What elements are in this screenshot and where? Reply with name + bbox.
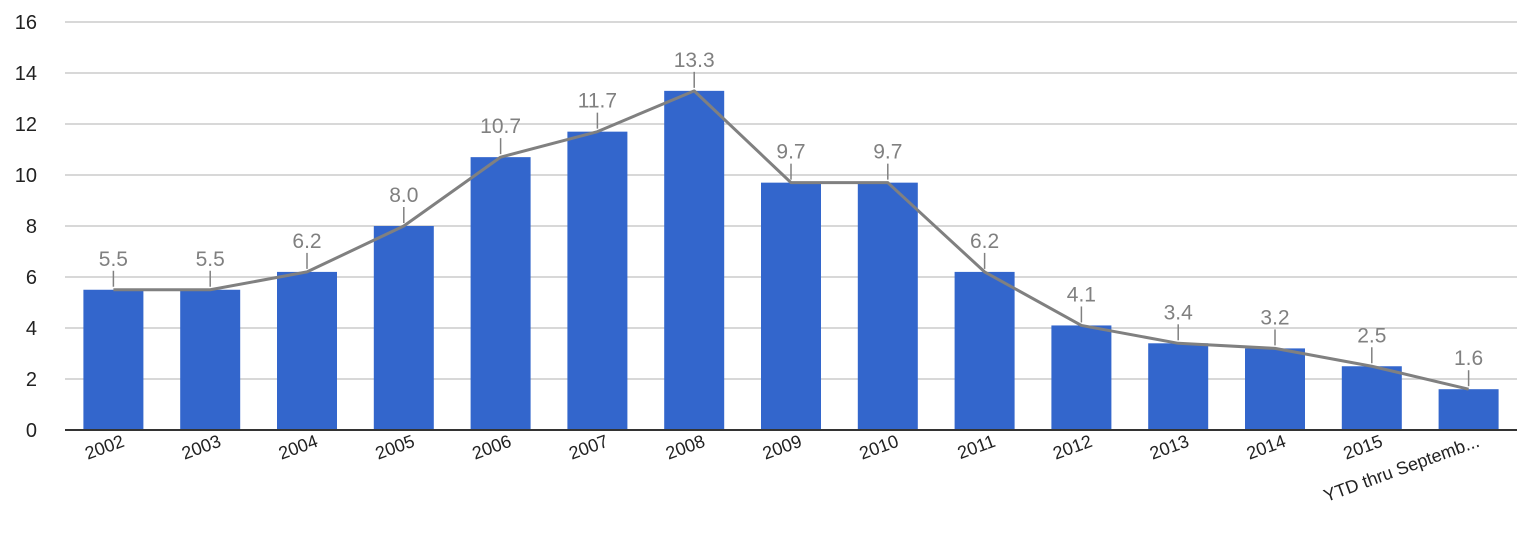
data-label: 6.2	[292, 230, 321, 253]
y-tick-label: 10	[15, 165, 37, 187]
x-tick-label: 2006	[469, 431, 513, 463]
x-tick-label: 2012	[1050, 431, 1094, 463]
x-tick-label: 2004	[276, 431, 320, 463]
data-label: 8.0	[389, 184, 418, 207]
x-tick-label: 2005	[373, 431, 417, 463]
data-label: 9.7	[873, 141, 902, 164]
x-tick-label: 2003	[179, 431, 223, 463]
data-labels: 5.5 5.5 6.2 8.0 10.7 11.7 13.3 9.7 9.7 6.2 4.1 3.4 3…	[99, 49, 1483, 387]
bar	[1051, 325, 1112, 430]
data-label: 11.7	[578, 90, 617, 113]
bar	[1245, 348, 1305, 430]
bar	[567, 131, 628, 430]
data-label: 2.5	[1357, 324, 1386, 347]
data-label: 6.2	[970, 230, 999, 253]
y-tick-label: 0	[26, 420, 37, 442]
bar	[277, 271, 337, 430]
bar-series	[83, 90, 1499, 430]
x-tick-label: 2007	[566, 431, 610, 463]
bar	[373, 226, 434, 430]
bar	[761, 182, 821, 430]
y-tick-label: 16	[15, 12, 37, 34]
bar	[1148, 343, 1209, 430]
line-path	[113, 89, 1469, 391]
bar	[857, 182, 918, 430]
bar	[954, 271, 1015, 430]
x-tick-label: 2014	[1244, 431, 1288, 463]
bar	[83, 289, 144, 430]
x-axis-ticks: 2002 2003 2004 2005 2006 2007 2008 2009 2010 2011…	[82, 431, 1482, 506]
data-label: 5.5	[99, 248, 128, 271]
y-tick-label: 4	[26, 318, 37, 340]
x-tick-label: 2011	[955, 431, 998, 463]
bar	[1438, 389, 1499, 430]
bar	[664, 90, 725, 430]
y-tick-label: 2	[26, 369, 37, 391]
y-axis-ticks: 0 2 4 6 8 10 12 14 16	[15, 12, 37, 442]
line-series	[113, 89, 1469, 391]
bar	[1341, 366, 1402, 430]
data-label: 3.2	[1260, 306, 1289, 329]
y-tick-label: 8	[26, 216, 37, 238]
bar	[180, 289, 241, 430]
x-tick-label: 2002	[82, 431, 126, 463]
x-tick-label: 2008	[663, 431, 707, 463]
x-tick-label: 2010	[857, 431, 901, 463]
y-tick-label: 12	[15, 114, 37, 136]
x-tick-label: 2013	[1147, 431, 1191, 463]
bar	[470, 157, 531, 430]
data-label: 10.7	[480, 115, 521, 138]
data-label: 13.3	[674, 49, 715, 72]
x-tick-label: 2009	[760, 431, 804, 463]
data-label: 3.4	[1164, 301, 1194, 324]
data-label: 9.7	[776, 141, 805, 164]
y-tick-label: 14	[15, 63, 37, 85]
x-tick-label: 2015	[1341, 431, 1385, 463]
data-label: 1.6	[1454, 347, 1483, 370]
y-tick-label: 6	[26, 267, 37, 289]
data-label: 5.5	[196, 248, 225, 271]
data-label: 4.1	[1067, 283, 1096, 306]
